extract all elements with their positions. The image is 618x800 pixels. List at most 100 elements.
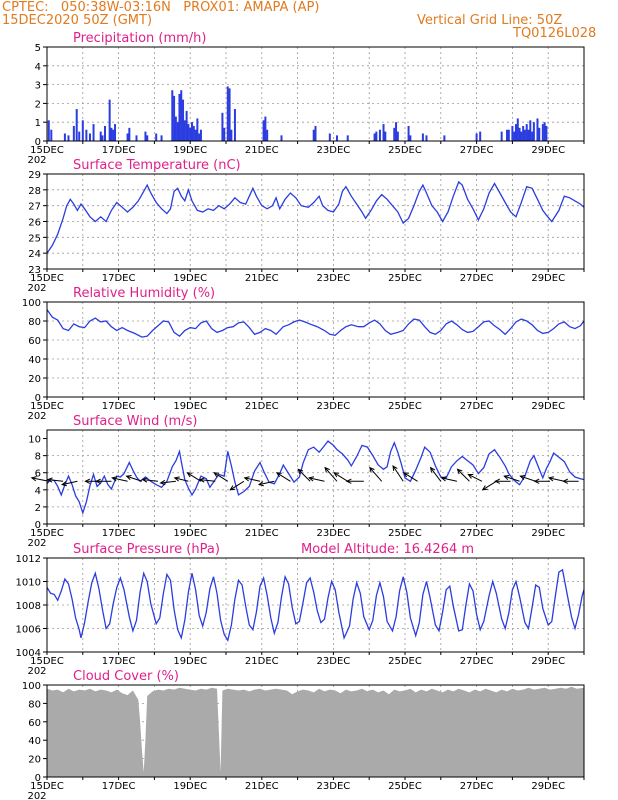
wind-vector-head [297, 468, 304, 475]
precip-bar [67, 135, 70, 141]
x-tick-label: 29DEC [531, 273, 565, 284]
x-tick-label: 27DEC [460, 273, 494, 284]
y-tick-label: 1006 [16, 625, 41, 636]
wind-vector-head [392, 465, 398, 471]
precip-bar [543, 122, 546, 141]
x-tick-label: 19DEC [173, 273, 207, 284]
x-tick-label: 25DEC [388, 145, 422, 156]
y-tick-label: 40 [28, 355, 41, 366]
x-tick-label: 17DEC [102, 145, 136, 156]
wind-vector-shaft [333, 472, 348, 482]
precip-bar [443, 135, 446, 141]
wind-vector-shaft [504, 475, 520, 482]
precip-bar [146, 135, 149, 141]
rh-line [46, 309, 585, 338]
precip-bar [511, 125, 514, 141]
precip-bar [114, 124, 117, 141]
y-tick-label: 80 [28, 317, 41, 328]
wind-vector-head [84, 478, 91, 484]
precip-bar [226, 86, 229, 141]
precip-bar [187, 124, 190, 141]
y-tick-label: 8 [35, 452, 41, 463]
rh-title: Relative Humidity (%) [73, 286, 215, 301]
precip-bar [223, 127, 226, 141]
precip-title: Precipitation (mm/h) [73, 31, 206, 46]
wind-vector-head [440, 476, 447, 482]
wind-panel: 0 2 4 6 8 10 15DEC 17DEC 19DEC 21DEC 23DEC 25DEC 27D… [27, 414, 585, 549]
precip-bar [382, 124, 385, 141]
wind-vector [30, 476, 49, 482]
precip-bar [103, 125, 106, 141]
x-tick-label: 27DEC [460, 656, 494, 667]
precip-bar [538, 127, 541, 141]
wind-frame [46, 429, 585, 525]
precip-bar [531, 131, 534, 141]
wind-vector-shaft [142, 479, 159, 482]
wind-vector-head [369, 466, 375, 473]
wind-vector [308, 476, 325, 482]
y-tick-label: 100 [22, 298, 41, 309]
x-tick-label: 15DEC [30, 401, 64, 412]
wind-vector [519, 475, 536, 482]
x-tick-label: 17DEC [102, 781, 136, 792]
x-tick-label: 15DEC [30, 528, 64, 539]
x-tick-label: 29DEC [531, 781, 565, 792]
x-tick-label: 23DEC [317, 145, 351, 156]
wind-vector-head [125, 475, 132, 481]
y-tick-label: 24 [28, 249, 41, 260]
x-tick-label: 27DEC [460, 528, 494, 539]
x-year-label: 202 [27, 666, 46, 677]
precip-bar [126, 133, 129, 141]
wind-vector [369, 466, 383, 482]
rh-panel: 0 20 40 60 80 100 15DEC 17DEC 19DEC 21DEC 23DEC 25D… [22, 286, 585, 422]
y-tick-label: 0 [35, 137, 41, 148]
model-altitude: Model Altitude: 16.4264 m [301, 542, 474, 557]
x-tick-label: 29DEC [531, 528, 565, 539]
wind-vector [503, 475, 520, 482]
precip-bar [328, 133, 331, 141]
wind-vector-shaft [430, 467, 442, 482]
wind-vector-head [94, 478, 101, 484]
precip-bar [262, 120, 265, 141]
wind-vector-shaft [369, 467, 383, 482]
wind-vector [297, 468, 311, 482]
y-tick-label: 10 [28, 435, 41, 446]
precip-bar [514, 124, 517, 141]
x-year-label: 202 [27, 411, 46, 422]
y-tick-label: 23 [28, 265, 41, 276]
x-tick-label: 17DEC [102, 528, 136, 539]
precip-bar [475, 133, 478, 141]
wind-vector [402, 472, 418, 482]
wind-vector-shaft [258, 480, 275, 486]
x-tick-label: 15DEC [30, 273, 64, 284]
wind-vector-shaft [457, 469, 470, 482]
y-tick-label: 26 [28, 218, 41, 229]
x-tick-label: 23DEC [317, 656, 351, 667]
precip-bar [128, 127, 131, 141]
x-year-label: 202 [27, 538, 46, 549]
wind-vector [159, 479, 176, 486]
wind-vector-head [308, 476, 315, 482]
wind-vector-head [186, 472, 193, 478]
precip-bar [78, 131, 81, 141]
x-tick-label: 25DEC [388, 781, 422, 792]
wind-vector [111, 476, 128, 482]
precip-bar [264, 116, 267, 141]
precip-bar [182, 99, 185, 141]
precip-bar [171, 90, 174, 141]
y-tick-label: 100 [22, 681, 41, 692]
y-tick-label: 2 [35, 99, 41, 110]
precip-bar [108, 99, 111, 141]
precip-bar [173, 95, 176, 141]
precip-bar [183, 120, 186, 141]
wind-vector [213, 472, 229, 482]
precip-bar [81, 120, 84, 141]
cloud-panel: 0 20 40 60 80 100 15DEC 17DEC 19DEC 21DEC 23DEC 25D… [22, 669, 585, 800]
y-tick-label: 5 [35, 43, 41, 54]
x-tick-label: 19DEC [173, 528, 207, 539]
wind-vector-shaft [482, 480, 497, 491]
y-tick-label: 40 [28, 736, 41, 747]
wind-vector [61, 480, 78, 487]
y-tick-label: 28 [28, 186, 41, 197]
